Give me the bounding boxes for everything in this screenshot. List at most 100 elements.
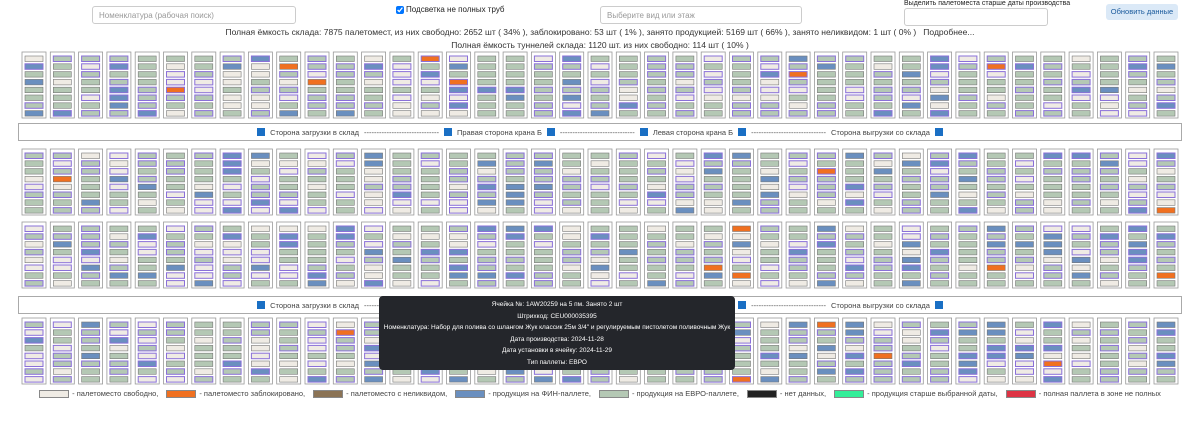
pallet-slot [1071, 183, 1091, 190]
pallet-slot [1015, 329, 1034, 336]
pallet-slot [1156, 329, 1176, 336]
pallet-slot [732, 256, 751, 264]
pallet-slot [901, 321, 921, 328]
pallet-slot [307, 199, 327, 206]
pallet-slot [675, 55, 695, 62]
pallet-slot [109, 71, 129, 78]
pallet-slot [364, 86, 383, 93]
pallet-slot [364, 280, 384, 287]
pallet-slot [194, 225, 214, 232]
pallet-slot [364, 233, 383, 240]
pallet-slot [845, 329, 865, 336]
pallet-slot [816, 360, 836, 367]
pallet-slot [1015, 102, 1034, 109]
legend-label: - продукция на ЕВРО-паллете, [631, 389, 739, 398]
pallet-slot [533, 168, 553, 175]
pallet-slot [788, 248, 808, 256]
legend-item: - палетоместо свободно, [39, 389, 158, 399]
pallet-slot [845, 241, 865, 248]
pallet-slot [52, 71, 72, 78]
pallet-slot [986, 272, 1006, 279]
pallet-slot [703, 78, 723, 86]
view-select[interactable]: Выберите вид или этаж [600, 6, 802, 24]
pallet-slot [1128, 280, 1147, 287]
pallet-slot [364, 272, 383, 279]
pallet-slot [760, 233, 780, 240]
pallet-slot [958, 368, 978, 375]
pallet-slot [562, 191, 582, 198]
pallet-slot [1156, 199, 1176, 206]
pallet-slot [930, 160, 950, 167]
pallet-slot [24, 345, 44, 352]
pallet-slot [901, 376, 921, 383]
pallet-slot [732, 249, 751, 256]
pallet-slot [364, 199, 383, 206]
pallet-slot [732, 152, 751, 159]
pallet-slot [166, 94, 185, 101]
pallet-slot [222, 191, 242, 198]
refresh-button[interactable]: Обновить данные [1106, 4, 1178, 20]
pallet-slot [250, 191, 270, 198]
pallet-slot [1156, 183, 1176, 191]
pallet-slot [109, 368, 129, 375]
pallet-slot [279, 280, 299, 287]
pallet-slot [364, 160, 383, 167]
pallet-slot [1015, 160, 1034, 167]
pallet-slot [279, 344, 299, 352]
pallet-slot [845, 160, 865, 167]
pallet-slot [788, 94, 808, 101]
pallet-slot [335, 352, 355, 360]
pallet-slot [307, 280, 327, 287]
pallet-slot [166, 176, 185, 183]
pallet-slot [562, 280, 582, 287]
highlight-toggle[interactable]: Подсветка не полных труб [396, 5, 505, 14]
pallet-slot [24, 376, 44, 383]
pallet-slot [222, 71, 242, 78]
pallet-slot [901, 199, 921, 206]
pallet-slot [194, 256, 214, 264]
tooltip-line: Ячейка №: 1AW20259 на 5 пм. Занято 2 шт [491, 301, 623, 308]
pallet-slot [1156, 225, 1176, 232]
pallet-slot [251, 233, 270, 240]
pallet-slot [449, 376, 468, 383]
pallet-slot [618, 63, 638, 70]
more-link[interactable]: Подробнее... [923, 27, 975, 37]
tooltip-line: Тип паллеты: ЕВРО [527, 358, 587, 366]
pallet-slot [675, 168, 695, 175]
pallet-slot [364, 241, 384, 248]
pallet-slot [109, 321, 129, 328]
pallet-slot [732, 102, 751, 109]
pallet-slot [449, 110, 468, 117]
search-select[interactable]: Номенклатура (рабочая поиск) [92, 6, 296, 24]
pallet-slot [647, 272, 666, 279]
pallet-slot [986, 55, 1006, 62]
pallet-slot [732, 160, 751, 167]
pallet-slot [1015, 55, 1034, 62]
pallet-slot [1071, 329, 1091, 336]
pallet-slot [760, 256, 780, 264]
pallet-slot [986, 344, 1006, 352]
pallet-slot [647, 191, 667, 198]
pallet-slot [449, 233, 468, 240]
pallet-slot [618, 94, 638, 101]
pallet-slot [137, 152, 157, 159]
pallet-slot [420, 280, 440, 287]
checkbox[interactable] [396, 5, 404, 14]
pallet-slot [534, 256, 553, 264]
stats-text: Полная ёмкость склада: 7875 палетомест, … [225, 27, 917, 37]
pallet-slot [279, 249, 299, 256]
separator-text: ------------------------------ [751, 300, 827, 310]
date-input[interactable] [904, 8, 1048, 26]
pallet-slot [1156, 94, 1176, 101]
pallet-slot [1156, 337, 1176, 344]
pallet-slot [251, 264, 270, 271]
pallet-slot [420, 63, 440, 70]
pallet-slot [1128, 368, 1148, 375]
pallet-slot [24, 191, 44, 198]
pallet-slot [703, 376, 723, 383]
pallet-slot [703, 168, 723, 175]
pallet-slot [845, 183, 865, 191]
pallet-slot [307, 376, 327, 383]
pallet-slot [335, 344, 355, 352]
pallet-slot [1071, 248, 1091, 256]
